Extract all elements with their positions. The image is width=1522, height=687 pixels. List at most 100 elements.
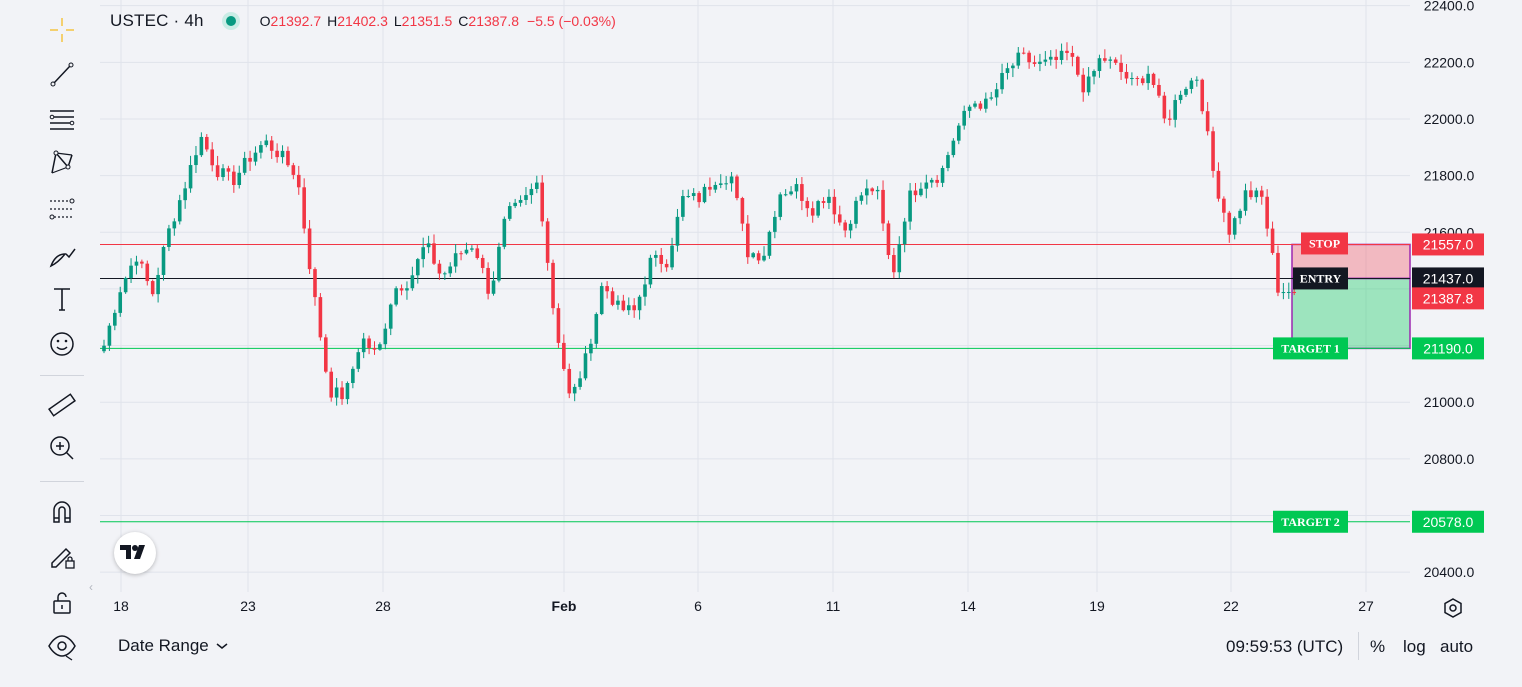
candle-body bbox=[1108, 59, 1113, 61]
zoom-in-icon[interactable] bbox=[40, 428, 84, 468]
candle-body bbox=[929, 179, 934, 183]
candle-body bbox=[708, 186, 712, 190]
log-scale-button[interactable]: log bbox=[1403, 637, 1426, 656]
low-key: L bbox=[393, 13, 402, 29]
candle-body bbox=[102, 345, 106, 352]
price-axis: 20400.020600.020800.021000.021200.021400… bbox=[1412, 0, 1484, 580]
candle-body bbox=[1048, 56, 1053, 60]
candle-body bbox=[1243, 190, 1248, 211]
price-axis-tag bbox=[1412, 233, 1484, 256]
tradingview-logo-icon[interactable] bbox=[114, 532, 156, 574]
candle-body bbox=[762, 255, 766, 261]
candle-body bbox=[1021, 52, 1026, 54]
candle-body bbox=[1146, 73, 1150, 84]
candle-body bbox=[1119, 62, 1123, 72]
candle-body bbox=[551, 262, 555, 309]
symbol-title[interactable]: USTEC · 4h bbox=[110, 11, 204, 30]
price-tick-label: 20800.0 bbox=[1424, 451, 1475, 467]
open-key: O bbox=[259, 13, 271, 29]
candle-body bbox=[129, 265, 133, 278]
low-value: 21351.5 bbox=[401, 13, 453, 29]
candle-body bbox=[648, 257, 653, 285]
time-tick-label: 22 bbox=[1223, 598, 1239, 614]
market-status-icon[interactable] bbox=[221, 12, 240, 30]
candle-body bbox=[140, 261, 144, 264]
candle-body bbox=[545, 221, 550, 263]
candle-body bbox=[399, 288, 404, 291]
lock-drawing-icon[interactable] bbox=[40, 535, 84, 575]
candle-body bbox=[794, 184, 799, 192]
candle-body bbox=[215, 165, 220, 178]
candle-body bbox=[572, 386, 577, 394]
candle-body bbox=[280, 150, 285, 158]
drawing-toolbar bbox=[0, 0, 100, 687]
candle-body bbox=[1178, 94, 1183, 101]
candle-body bbox=[589, 343, 593, 354]
candle-body bbox=[221, 168, 225, 178]
candle-body bbox=[984, 98, 988, 109]
candle-body bbox=[1070, 52, 1075, 57]
high-key: H bbox=[327, 13, 338, 29]
trend-line-icon[interactable] bbox=[40, 54, 84, 94]
fib-retracement-icon[interactable] bbox=[40, 189, 84, 229]
candle-body bbox=[443, 273, 447, 275]
candle-body bbox=[1076, 56, 1080, 75]
candle-body bbox=[334, 387, 339, 398]
time-tick-label: 27 bbox=[1358, 598, 1374, 614]
candle-body bbox=[865, 188, 869, 196]
candle-body bbox=[892, 255, 896, 273]
utc-clock[interactable]: 09:59:53 (UTC) bbox=[1226, 637, 1344, 656]
percent-scale-button[interactable]: % bbox=[1370, 637, 1386, 656]
price-axis-tag bbox=[1412, 337, 1484, 360]
brush-icon[interactable] bbox=[40, 236, 84, 276]
ruler-icon[interactable] bbox=[40, 385, 84, 425]
candle-body bbox=[150, 281, 155, 295]
candle-body bbox=[107, 325, 112, 346]
level-lines bbox=[100, 243, 1410, 523]
candle-body bbox=[351, 368, 355, 384]
time-tick-label: 18 bbox=[113, 598, 129, 614]
auto-scale-button[interactable]: auto bbox=[1440, 637, 1474, 656]
unlock-icon[interactable] bbox=[40, 582, 84, 622]
change-value: −5.5 (−0.03%) bbox=[527, 13, 616, 29]
candle-body bbox=[821, 201, 826, 203]
high-value: 21402.3 bbox=[337, 13, 388, 29]
candle-body bbox=[616, 300, 620, 305]
pattern-icon[interactable] bbox=[40, 143, 84, 183]
magnet-icon[interactable] bbox=[40, 492, 84, 532]
collapse-toolbar-icon[interactable]: ‹ bbox=[89, 580, 93, 594]
candle-body bbox=[843, 222, 847, 231]
level-tag bbox=[1293, 267, 1348, 290]
candle-body bbox=[686, 196, 691, 198]
candle-body bbox=[426, 243, 431, 248]
candle-body bbox=[491, 280, 496, 294]
candle-body bbox=[1103, 58, 1107, 61]
level-tag bbox=[1301, 232, 1348, 255]
level-labels: STOP ENTRY TARGET 1 TARGET 2 bbox=[1273, 232, 1348, 533]
candle-body bbox=[919, 188, 923, 196]
candle-body bbox=[172, 221, 177, 229]
candle-body bbox=[378, 344, 382, 350]
crosshair-icon[interactable] bbox=[40, 10, 84, 50]
time-tick-label: 23 bbox=[240, 598, 256, 614]
candle-body bbox=[242, 157, 247, 173]
candle-body bbox=[307, 228, 312, 270]
candle-body bbox=[183, 188, 187, 201]
horizontal-lines-icon[interactable] bbox=[40, 99, 84, 139]
eye-icon[interactable] bbox=[40, 626, 84, 666]
date-range-button[interactable]: Date Range bbox=[118, 636, 229, 656]
candle-body bbox=[621, 300, 626, 311]
candle-body bbox=[956, 125, 961, 141]
candle-body bbox=[432, 243, 436, 264]
candle-body bbox=[789, 191, 793, 195]
target-zone bbox=[1291, 277, 1411, 350]
candle-body bbox=[161, 246, 166, 275]
emoji-icon[interactable] bbox=[40, 324, 84, 364]
candle-body bbox=[1130, 78, 1134, 80]
candle-body bbox=[897, 244, 902, 273]
candle-body bbox=[167, 228, 171, 247]
chart-settings-icon[interactable] bbox=[1441, 596, 1465, 620]
text-icon[interactable] bbox=[40, 279, 84, 319]
candle-body bbox=[1135, 78, 1140, 80]
